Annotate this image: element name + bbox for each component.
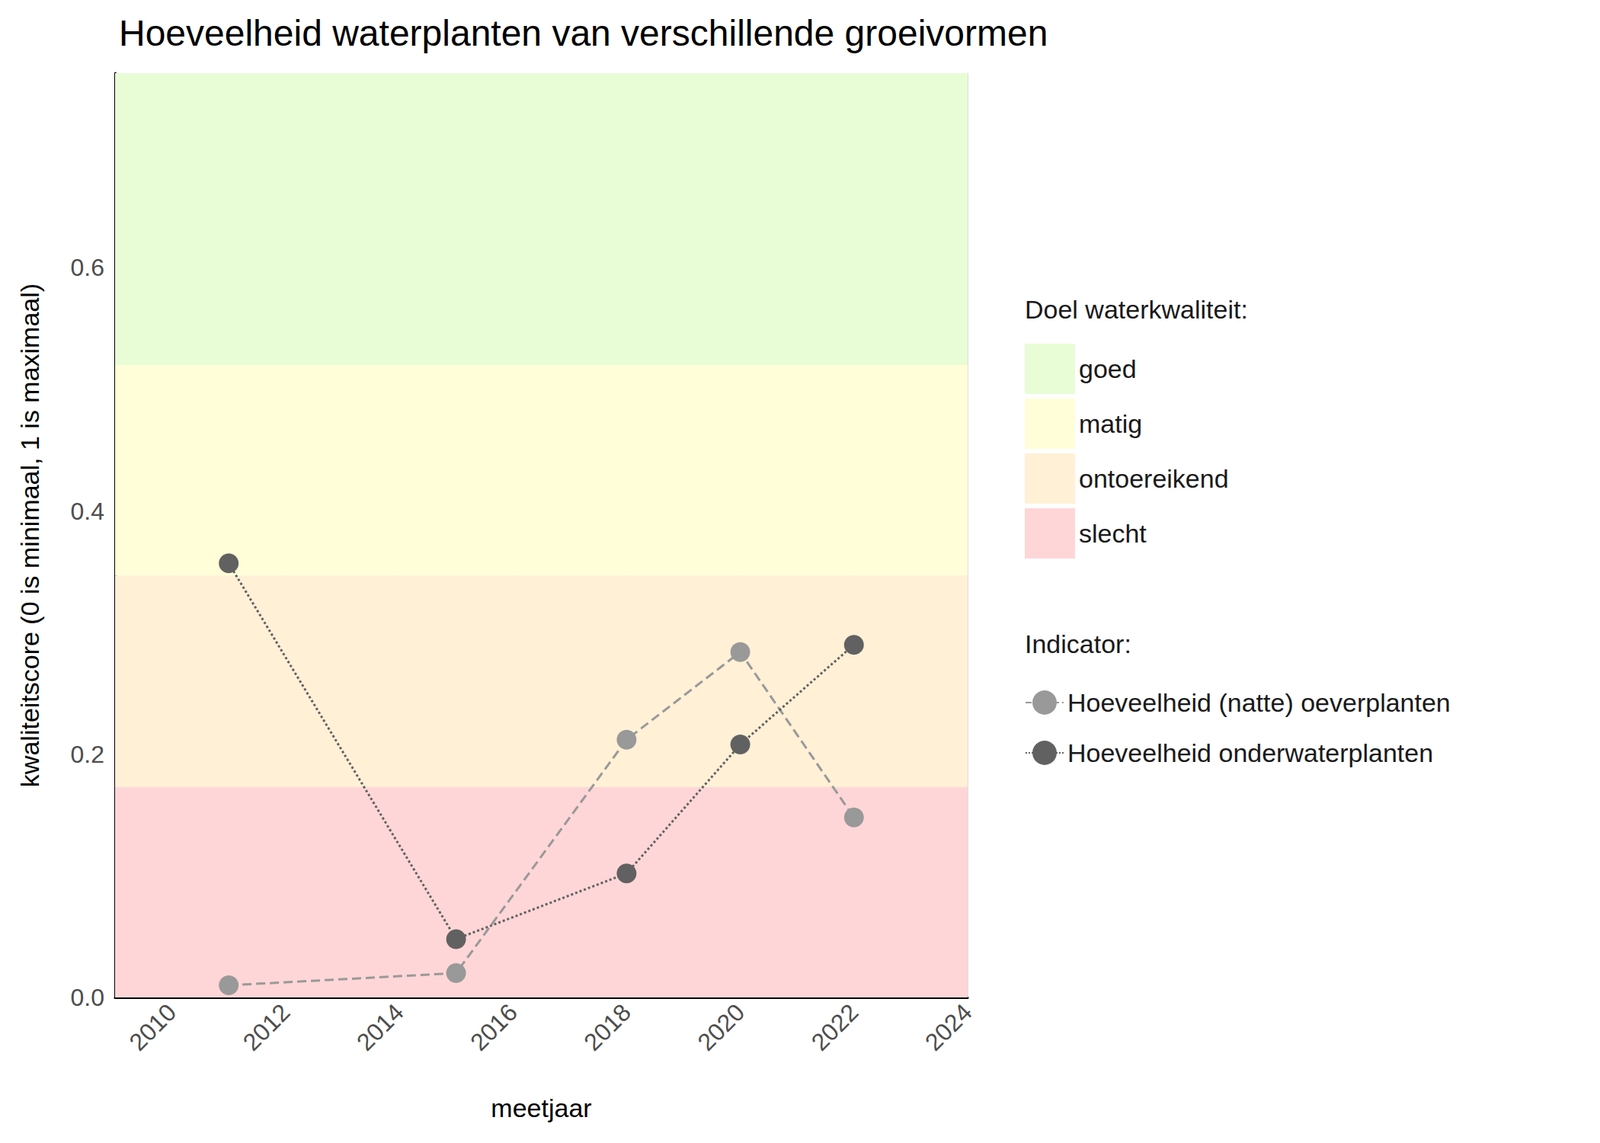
svg-text:2020: 2020 — [692, 998, 751, 1056]
svg-text:2022: 2022 — [806, 998, 864, 1056]
svg-text:Hoeveelheid (natte) oeverplant: Hoeveelheid (natte) oeverplanten — [1067, 688, 1451, 717]
svg-text:0.2: 0.2 — [70, 740, 105, 768]
svg-text:2024: 2024 — [919, 998, 978, 1056]
svg-text:2012: 2012 — [237, 998, 296, 1056]
svg-text:Hoeveelheid waterplanten van v: Hoeveelheid waterplanten van verschillen… — [118, 12, 1048, 54]
svg-text:0.0: 0.0 — [70, 983, 105, 1012]
svg-text:0.4: 0.4 — [70, 497, 105, 525]
svg-text:slecht: slecht — [1078, 518, 1147, 548]
svg-text:kwaliteitscore (0 is minimaal,: kwaliteitscore (0 is minimaal, 1 is maxi… — [15, 283, 45, 788]
svg-text:2014: 2014 — [351, 998, 410, 1056]
svg-text:Indicator:: Indicator: — [1024, 629, 1132, 659]
svg-text:ontoereikend: ontoereikend — [1078, 464, 1229, 493]
svg-text:matig: matig — [1078, 409, 1143, 439]
svg-text:Hoeveelheid onderwaterplanten: Hoeveelheid onderwaterplanten — [1067, 738, 1434, 768]
svg-text:meetjaar: meetjaar — [490, 1093, 592, 1123]
svg-text:0.6: 0.6 — [70, 253, 105, 282]
svg-text:Doel waterkwaliteit:: Doel waterkwaliteit: — [1024, 294, 1248, 324]
svg-text:2010: 2010 — [124, 998, 183, 1056]
svg-text:2018: 2018 — [578, 998, 637, 1056]
svg-text:2016: 2016 — [464, 998, 523, 1056]
svg-text:goed: goed — [1078, 354, 1137, 384]
